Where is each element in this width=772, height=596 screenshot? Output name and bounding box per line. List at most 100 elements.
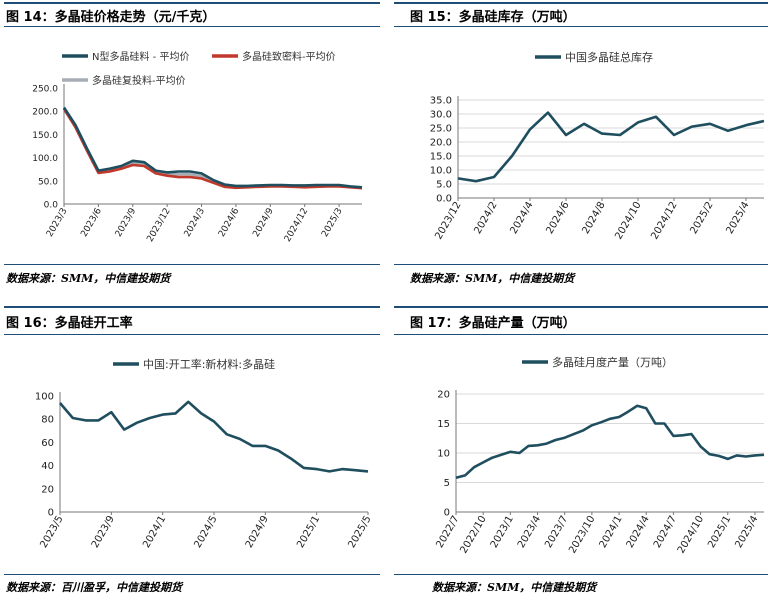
x-tick-label: 2025/1 bbox=[706, 514, 733, 550]
panel-inventory: 图 15：多晶硅库存（万吨） 0.0 5.0 10.0 15.0 20.0 25.0 30.… bbox=[390, 0, 772, 298]
x-tick-label: 2025/5 bbox=[346, 514, 373, 550]
series-line bbox=[62, 106, 363, 189]
x-tick-label: 2023/5 bbox=[38, 514, 65, 550]
x-tick-label: 2023/9 bbox=[114, 206, 139, 239]
y-tick-label: 20 bbox=[41, 484, 54, 495]
x-tick-label: 2023/12 bbox=[433, 200, 463, 241]
x-tick-label: 2025/2 bbox=[688, 200, 715, 236]
y-tick-label: 40 bbox=[41, 461, 54, 472]
y-tick-label: 35.0 bbox=[430, 96, 452, 107]
source-rule bbox=[394, 264, 768, 265]
x-tick-label: 2024/1 bbox=[141, 514, 168, 550]
title-rule bbox=[394, 2, 768, 4]
y-tick-label: 15.0 bbox=[430, 152, 452, 163]
x-tick-label: 2025/1 bbox=[295, 514, 322, 550]
legend-label: 多晶硅致密料-平均价 bbox=[242, 50, 336, 63]
y-tick-label: 20 bbox=[437, 390, 450, 401]
x-tick-label: 2022/10 bbox=[458, 514, 488, 555]
x-tick-label: 2023/12 bbox=[145, 207, 172, 244]
y-tick-label: 15 bbox=[437, 419, 450, 430]
x-tick-label: 2024/10 bbox=[613, 200, 643, 241]
y-tick-label: 5 bbox=[444, 478, 450, 489]
y-tick-label: 25.0 bbox=[430, 124, 452, 135]
y-tick-label: 10.0 bbox=[430, 166, 452, 177]
y-tick-label: 20.0 bbox=[430, 138, 452, 149]
x-tick-label: 2024/10 bbox=[676, 514, 706, 555]
legend-label: 多晶硅月度产量（万吨） bbox=[552, 355, 673, 369]
source-rule bbox=[4, 574, 380, 575]
series-line bbox=[455, 404, 765, 480]
panel-utilization: 图 16：多晶硅开工率 0 20 40 60 80 100 2023/5 2023/9 2024… bbox=[0, 298, 386, 596]
price-chart: 0.0 50.0 100.0 150.0 200.0 250.0 2023/3 2023/6 2… bbox=[32, 50, 363, 244]
title-underline bbox=[394, 26, 768, 27]
y-tick-label: 10 bbox=[437, 449, 450, 460]
x-tick-label: 2025/4 bbox=[733, 514, 760, 550]
y-tick-label: 80 bbox=[41, 415, 54, 426]
y-tick-label: 100 bbox=[35, 392, 54, 403]
x-tick-label: 2025/4 bbox=[724, 200, 751, 236]
y-tick-label: 100.0 bbox=[32, 154, 58, 164]
inventory-chart: 0.0 5.0 10.0 15.0 20.0 25.0 30.0 35.0 2023/12 202… bbox=[430, 50, 765, 241]
x-tick-label: 2023/1 bbox=[489, 514, 516, 550]
data-source: 数据来源：百川盈孚，中信建投期货 bbox=[6, 581, 182, 594]
chart-title: 图 17：多晶硅产量（万吨） bbox=[410, 316, 576, 331]
legend-label: 中国多晶硅总库存 bbox=[565, 50, 653, 64]
x-tick-label: 2024/12 bbox=[283, 207, 310, 244]
x-tick-label: 2023/10 bbox=[567, 514, 597, 555]
y-tick-label: 0 bbox=[48, 508, 54, 519]
title-rule bbox=[394, 306, 768, 308]
x-tick-label: 2023/9 bbox=[90, 514, 117, 550]
source-rule bbox=[394, 574, 768, 575]
series-line bbox=[62, 107, 363, 190]
x-tick-label: 2024/9 bbox=[244, 514, 271, 550]
y-tick-label: 50.0 bbox=[38, 177, 58, 187]
x-tick-label: 2024/6 bbox=[544, 200, 571, 236]
x-tick-label: 2025/3 bbox=[320, 207, 344, 239]
y-tick-label: 0 bbox=[444, 508, 450, 519]
x-tick-label: 2024/1 bbox=[598, 514, 625, 550]
series-line bbox=[62, 108, 363, 190]
y-tick-label: 5.0 bbox=[436, 180, 452, 191]
series-line bbox=[59, 400, 369, 473]
title-underline bbox=[4, 334, 380, 335]
data-source: 数据来源：SMM，中信建投期货 bbox=[410, 272, 575, 285]
y-tick-label: 250.0 bbox=[32, 85, 58, 95]
series-line bbox=[457, 111, 765, 183]
x-tick-label: 2024/8 bbox=[580, 200, 607, 236]
chart-title: 图 14：多晶硅价格走势（元/千克） bbox=[6, 10, 216, 25]
x-tick-label: 2023/7 bbox=[543, 514, 570, 550]
x-tick-label: 2024/5 bbox=[192, 514, 219, 550]
title-rule bbox=[4, 306, 380, 308]
x-tick-label: 2024/9 bbox=[251, 206, 276, 239]
legend-label: N型多晶硅料 - 平均价 bbox=[92, 50, 189, 63]
source-rule bbox=[4, 264, 380, 265]
y-tick-label: 200.0 bbox=[32, 108, 58, 118]
panel-price: 图 14：多晶硅价格走势（元/千克） 0.0 50.0 100.0 150.0 200.… bbox=[0, 0, 386, 298]
title-rule bbox=[4, 2, 380, 4]
x-tick-label: 2022/7 bbox=[434, 514, 461, 550]
chart-title: 图 15：多晶硅库存（万吨） bbox=[410, 10, 576, 25]
y-tick-label: 0.0 bbox=[44, 201, 59, 211]
chart-title: 图 16：多晶硅开工率 bbox=[6, 316, 133, 331]
panel-output: 图 17：多晶硅产量（万吨） 0 5 10 15 20 2022/7 2022/10 2023… bbox=[390, 298, 772, 596]
x-tick-label: 2024/2 bbox=[472, 200, 499, 236]
x-tick-label: 2024/12 bbox=[649, 200, 679, 241]
x-tick-label: 2024/4 bbox=[625, 514, 652, 550]
x-tick-label: 2023/3 bbox=[45, 207, 69, 239]
y-tick-label: 150.0 bbox=[32, 131, 58, 141]
x-tick-label: 2024/4 bbox=[508, 200, 535, 236]
x-tick-label: 2024/7 bbox=[652, 514, 679, 550]
x-tick-label: 2023/6 bbox=[79, 206, 104, 239]
y-tick-label: 30.0 bbox=[430, 110, 452, 121]
legend-label: 中国:开工率:新材料:多晶硅 bbox=[143, 357, 275, 371]
data-source: 数据来源：SMM，中信建投期货 bbox=[6, 272, 171, 285]
x-tick-label: 2024/6 bbox=[217, 206, 242, 239]
data-source: 数据来源：SMM，中信建投期货 bbox=[432, 581, 597, 594]
title-underline bbox=[394, 334, 768, 335]
legend-label: 多晶硅复投料-平均价 bbox=[92, 74, 186, 87]
x-tick-label: 2024/3 bbox=[183, 207, 207, 239]
y-tick-label: 60 bbox=[41, 438, 54, 449]
title-underline bbox=[4, 26, 380, 27]
x-tick-label: 2023/4 bbox=[516, 514, 543, 550]
